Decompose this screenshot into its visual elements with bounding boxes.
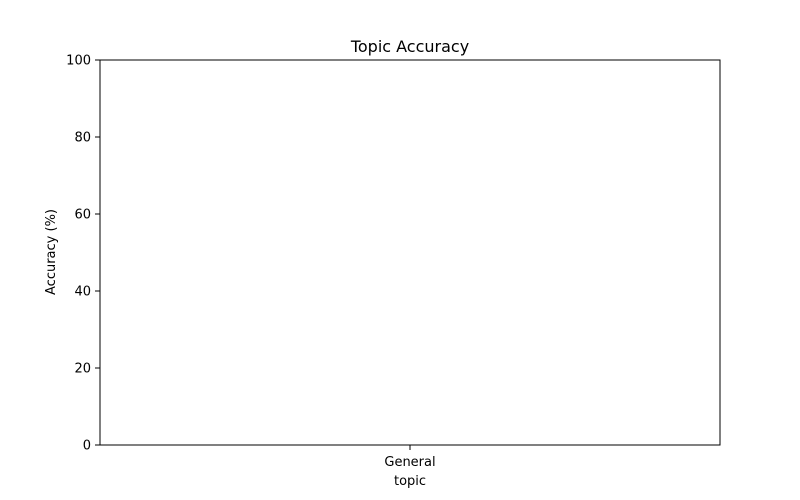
chart-title: Topic Accuracy: [350, 37, 469, 56]
x-axis-label: topic: [394, 474, 426, 489]
y-tick-label: 0: [83, 439, 91, 454]
x-axis: General: [384, 445, 436, 470]
y-axis-label: Accuracy (%): [44, 209, 59, 295]
y-tick-label: 60: [74, 208, 91, 223]
y-tick-label: 20: [74, 362, 91, 377]
x-tick-label: General: [384, 455, 435, 470]
y-tick-label: 40: [74, 285, 91, 300]
y-tick-label: 80: [74, 131, 91, 146]
y-axis: 0 20 40 60 80 100: [66, 54, 100, 454]
y-tick-label: 100: [66, 54, 91, 69]
